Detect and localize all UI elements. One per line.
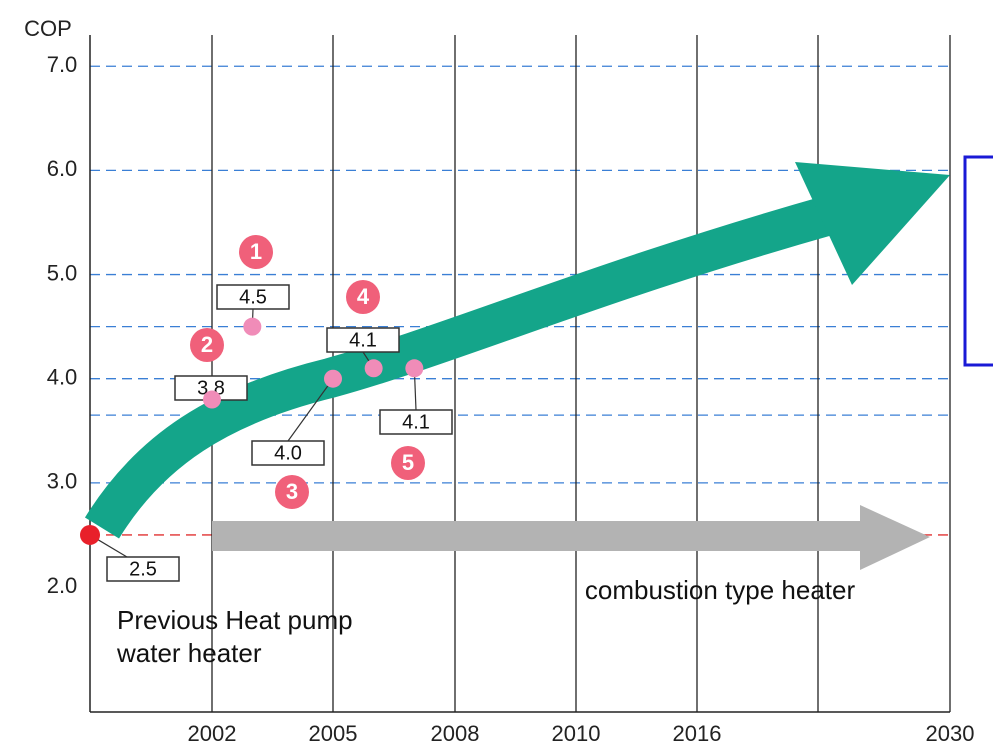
grid (90, 35, 951, 712)
point-marker (190, 328, 224, 362)
x-tick-label: 2005 (309, 721, 358, 746)
y-tick-label: 2.0 (47, 573, 78, 598)
data-label: 4.5 (239, 286, 267, 308)
y-tick-label: 5.0 (47, 260, 78, 285)
trend-arrow (84, 195, 836, 539)
point (203, 390, 221, 409)
annotation: water heater (116, 638, 262, 668)
y-tick-label: 7.0 (47, 52, 78, 77)
point (324, 369, 342, 388)
label-box (379, 409, 453, 435)
point-marker-label: 2 (201, 332, 213, 357)
x-tick-label: 2030 (926, 721, 975, 746)
point-marker-label: 1 (250, 239, 262, 264)
point-marker-label: 5 (402, 450, 414, 475)
x-tick-label: 2016 (673, 721, 722, 746)
bracket (963, 155, 993, 367)
point-marker (391, 446, 425, 480)
point (364, 359, 383, 378)
annotation: Previous Heat pump (117, 605, 353, 635)
data-label: 4.0 (274, 442, 302, 464)
label-box (106, 556, 180, 582)
x-tick-label: 2010 (552, 721, 601, 746)
y-tick-label: 3.0 (47, 469, 78, 494)
point-marker-label: 4 (357, 284, 370, 309)
label-box (251, 440, 325, 466)
annotation: combustion type heater (585, 575, 856, 605)
label-box (326, 327, 400, 353)
trend-arrow-head (795, 162, 950, 285)
point-marker (346, 280, 380, 314)
combustion-arrow (212, 521, 862, 551)
x-tick-label: 2002 (188, 721, 237, 746)
y-tick-label: 4.0 (47, 365, 78, 390)
data-label: 2.5 (129, 558, 157, 580)
data-label: 4.1 (402, 411, 430, 433)
point-marker (239, 235, 273, 269)
point (80, 524, 100, 545)
point-marker (275, 475, 309, 509)
x-tick-label: 2008 (431, 721, 480, 746)
leader-line (287, 378, 334, 442)
point (405, 359, 424, 378)
data-label: 4.1 (349, 329, 377, 351)
combustion-arrow-head (860, 505, 930, 570)
y-axis-label: COP (24, 16, 72, 41)
label-box (216, 284, 290, 310)
y-tick-label: 6.0 (47, 156, 78, 181)
point (243, 317, 262, 336)
point-marker-label: 3 (286, 479, 298, 504)
